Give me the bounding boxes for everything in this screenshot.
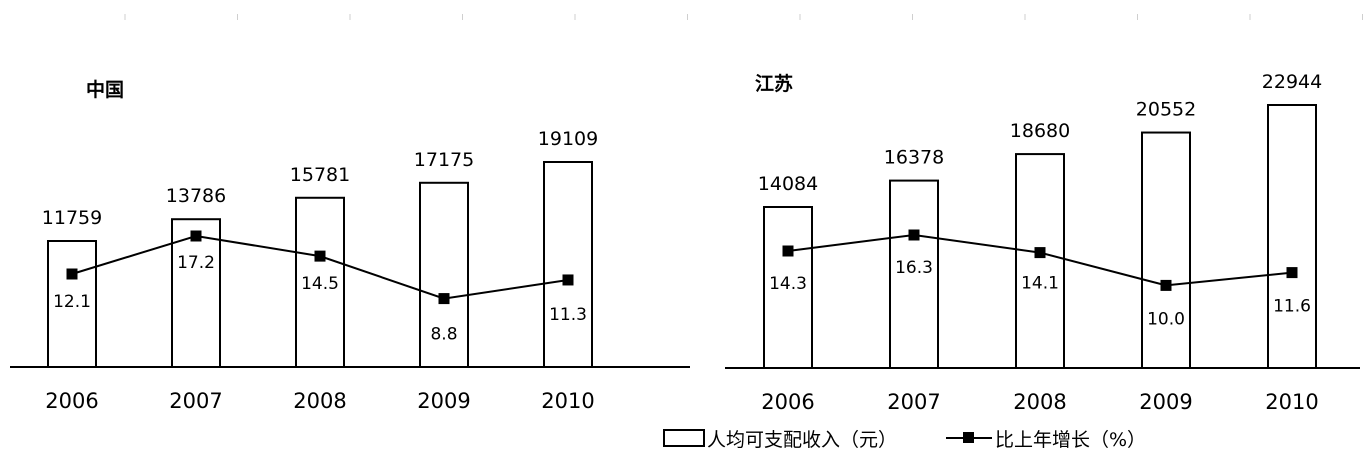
bar-value-label: 16378	[884, 147, 944, 169]
bar-value-label: 14084	[758, 173, 818, 195]
bars-china	[47, 161, 593, 368]
growth-point	[1286, 267, 1298, 279]
growth-value-label: 14.5	[301, 274, 339, 294]
legend-bar-swatch	[663, 429, 705, 447]
x-tick-label: 2009	[1139, 390, 1192, 414]
top-dotted-rule	[124, 14, 1363, 20]
x-tick-label: 2010	[541, 389, 594, 413]
growth-value-label: 14.1	[1021, 274, 1059, 294]
bar-value-label: 18680	[1010, 120, 1070, 142]
bar-2010	[543, 161, 593, 368]
x-tick-label: 2009	[417, 389, 470, 413]
growth-value-label: 8.8	[430, 325, 457, 345]
growth-point	[562, 274, 574, 286]
growth-point	[1034, 247, 1046, 259]
x-tick-label: 2006	[761, 390, 814, 414]
legend-line-label: 比上年增长（%）	[995, 429, 1146, 451]
labels-jiangsu: 14084 2006 16378 2007 18680 2008 20552 2009 2294…	[758, 71, 1322, 414]
bar-value-label: 19109	[538, 128, 598, 150]
chart-jiangsu: 江苏 14084 2006 16378 2007 18680 2008 20552 2009 2…	[725, 71, 1360, 414]
bar-value-label: 20552	[1136, 99, 1196, 121]
growth-point	[1160, 279, 1172, 291]
chart-title-china: 中国	[86, 78, 124, 101]
bar-2007	[889, 179, 939, 369]
labels-china: 11759 2006 13786 2007 15781 2008 17175 2009 1910…	[42, 128, 598, 413]
bar-value-label: 17175	[414, 149, 474, 171]
growth-point	[438, 293, 450, 305]
bar-2010	[1267, 104, 1317, 369]
growth-point	[782, 245, 794, 257]
growth-point	[190, 230, 202, 242]
bar-2008	[295, 196, 345, 368]
bar-value-label: 22944	[1262, 71, 1322, 93]
bar-2009	[1141, 131, 1191, 369]
x-tick-label: 2010	[1265, 390, 1318, 414]
x-tick-label: 2008	[1013, 390, 1066, 414]
legend-bar-label: 人均可支配收入（元）	[707, 429, 897, 451]
bars-jiangsu	[763, 104, 1317, 369]
bar-value-label: 13786	[166, 185, 226, 207]
x-tick-label: 2007	[169, 389, 222, 413]
growth-value-label: 16.3	[895, 258, 933, 278]
growth-line-jiangsu	[782, 229, 1298, 291]
growth-value-label: 11.6	[1273, 297, 1311, 317]
chart-china: 中国 1175920061378620071578120081717520091…	[10, 78, 690, 413]
growth-line-china	[66, 230, 574, 305]
bar-value-label: 15781	[290, 164, 350, 186]
x-tick-label: 2007	[887, 390, 940, 414]
growth-value-label: 17.2	[177, 253, 215, 273]
bar-2009	[419, 181, 469, 368]
bar-2006	[763, 206, 813, 369]
legend-line-marker	[963, 432, 974, 443]
growth-value-label: 10.0	[1147, 309, 1185, 329]
bar-2008	[1015, 153, 1065, 369]
bar-2006	[47, 240, 97, 368]
x-tick-label: 2008	[293, 389, 346, 413]
chart-title-jiangsu: 江苏	[755, 72, 793, 95]
growth-point	[908, 229, 920, 241]
growth-value-label: 11.3	[549, 305, 587, 325]
legend: 人均可支配收入（元） 比上年增长（%）	[663, 429, 1146, 451]
bar-2007	[171, 218, 221, 368]
x-tick-label: 2006	[45, 389, 98, 413]
bar-value-label: 11759	[42, 207, 102, 229]
growth-value-label: 14.3	[769, 274, 807, 294]
growth-value-label: 12.1	[53, 292, 91, 312]
growth-point	[66, 268, 78, 280]
growth-point	[314, 250, 326, 262]
